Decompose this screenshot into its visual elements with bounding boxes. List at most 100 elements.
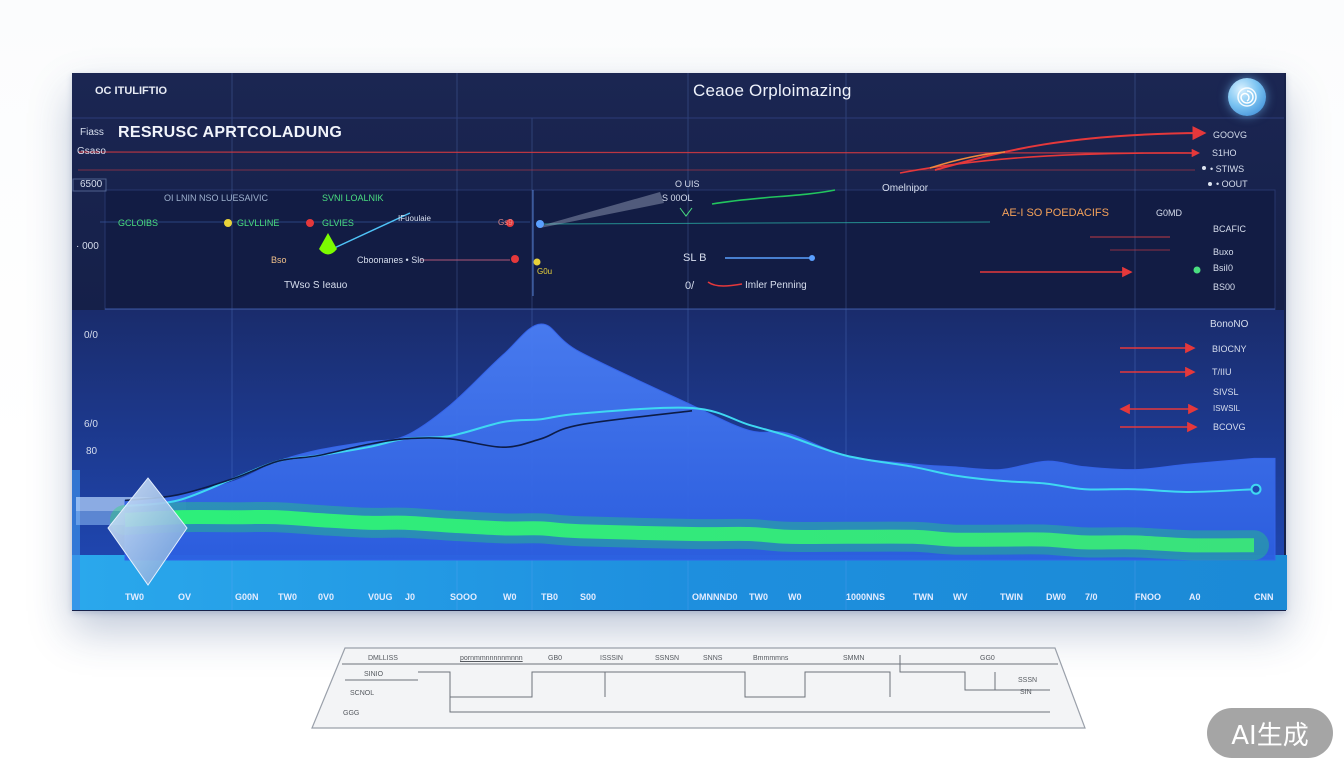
paper-line bbox=[418, 671, 891, 698]
paper-label: SSNSN bbox=[655, 655, 680, 662]
paper-label: GB0 bbox=[548, 655, 563, 662]
orange-suffix: G0MD bbox=[1156, 208, 1183, 218]
chart-series-layer bbox=[110, 323, 1276, 561]
right-label: T/IIU bbox=[1212, 367, 1232, 377]
paper-label: SNNS bbox=[703, 655, 723, 662]
blue-dot bbox=[809, 255, 815, 261]
bottom-strip bbox=[72, 555, 1287, 610]
area-series bbox=[124, 323, 1276, 561]
heading-tag: Fiass bbox=[80, 127, 104, 138]
swirl-icon bbox=[1237, 87, 1257, 107]
center-label: O UIS bbox=[675, 179, 700, 189]
paper-diagram-lines bbox=[342, 655, 1058, 713]
left-axis-label: Gsaso bbox=[77, 146, 106, 157]
right-label: BS00 bbox=[1213, 282, 1236, 292]
x-tick-label: TWIN bbox=[1000, 592, 1023, 602]
right-label: • STIWS bbox=[1210, 164, 1245, 174]
x-tick-label: TB0 bbox=[541, 592, 558, 602]
section-heading: RESRUSC APRTCOLADUNG bbox=[118, 124, 343, 141]
right-label: BsiI0 bbox=[1213, 263, 1234, 273]
x-tick-label: CNN bbox=[1254, 592, 1274, 602]
paper-line bbox=[899, 655, 1050, 691]
yellow-dot bbox=[224, 219, 232, 227]
legend-item: IFuoulaie bbox=[398, 214, 431, 223]
right-label: BCAFIC bbox=[1213, 224, 1247, 234]
x-tick-label: S00 bbox=[580, 592, 596, 602]
paper-label: SIN bbox=[1020, 689, 1032, 696]
left-axis-label: 6/0 bbox=[84, 419, 98, 430]
green-dot bbox=[1193, 266, 1201, 274]
x-tick-label: FNOO bbox=[1135, 592, 1161, 602]
paper-line bbox=[449, 697, 1050, 713]
round-app-button[interactable] bbox=[1228, 78, 1266, 116]
left-axis-label: · 000 bbox=[76, 241, 99, 252]
center-label: 0/ bbox=[685, 280, 695, 292]
paper-label: pornmmnnnnnmnnn bbox=[460, 655, 523, 662]
x-axis-ticks: TW0 OV G00N TW0 0V0 V0UG J0 SOOO W0 TB0 S00 OMNNND0… bbox=[125, 592, 1274, 602]
light-beam bbox=[540, 192, 664, 228]
center-label: S 00OL bbox=[662, 193, 693, 203]
row-label: Bso bbox=[271, 255, 287, 265]
brand-label: OC ITULIFTIO bbox=[95, 85, 168, 97]
paper-label: DMLLISS bbox=[368, 655, 398, 662]
x-tick-label: TW0 bbox=[278, 592, 297, 602]
right-label: BonoNO bbox=[1210, 319, 1249, 330]
x-tick-label: 1000NNS bbox=[846, 592, 885, 602]
callout-label: Omelnipor bbox=[882, 183, 929, 194]
paper-label: GG0 bbox=[980, 655, 995, 662]
x-tick-label: TW0 bbox=[125, 592, 144, 602]
legend-item: Gs9 bbox=[498, 218, 513, 227]
center-label: SL B bbox=[683, 252, 707, 264]
right-label: ISWSIL bbox=[1213, 404, 1241, 413]
red-dot bbox=[511, 255, 519, 263]
x-tick-label: TW0 bbox=[749, 592, 768, 602]
subheader-label: OI LNIN NSO LUESAIVIC bbox=[164, 193, 269, 203]
x-tick-label: 0V0 bbox=[318, 592, 334, 602]
x-tick-label: TWN bbox=[913, 592, 934, 602]
right-label: • OOUT bbox=[1216, 179, 1248, 189]
x-tick-label: SOOO bbox=[450, 592, 477, 602]
white-dot bbox=[1208, 182, 1212, 186]
x-tick-label: OMNNND0 bbox=[692, 592, 738, 602]
x-tick-label: 7/0 bbox=[1085, 592, 1098, 602]
red-dot bbox=[506, 219, 514, 227]
paper-label: SMMN bbox=[843, 655, 865, 662]
green-connector bbox=[711, 189, 836, 205]
right-label: BCOVG bbox=[1213, 422, 1246, 432]
center-label: Imler Penning bbox=[745, 280, 807, 291]
diamond-icon bbox=[107, 477, 188, 586]
right-label: GOOVG bbox=[1213, 130, 1248, 140]
legend-item: GLVLLINE bbox=[237, 218, 280, 228]
row-label: G0u bbox=[537, 267, 553, 276]
left-axis-label: 80 bbox=[86, 446, 98, 457]
paper-label: Bmmmmns bbox=[753, 655, 789, 662]
blue-dot bbox=[536, 220, 544, 228]
paper-label: ISSSIN bbox=[600, 655, 623, 662]
paper-label: SINIO bbox=[364, 671, 384, 678]
legend-item: GCLOIBS bbox=[118, 218, 159, 228]
ai-generated-watermark: AI生成 bbox=[1207, 708, 1333, 758]
right-label: S1HO bbox=[1212, 148, 1237, 158]
legend-item: GLVIES bbox=[322, 218, 354, 228]
teal-guide-line bbox=[539, 221, 991, 225]
series-end-point bbox=[1250, 483, 1262, 495]
green-band-series bbox=[124, 509, 1255, 553]
orange-label: AE-I SO POEDACIFS bbox=[1002, 207, 1109, 219]
yellow-dot bbox=[533, 258, 541, 266]
subheader-label: SVNI LOALNIK bbox=[322, 193, 384, 203]
line-series bbox=[124, 410, 693, 502]
x-tick-label: WV bbox=[953, 592, 968, 602]
page-title: Ceaoe Orploimazing bbox=[693, 81, 852, 100]
x-tick-label: W0 bbox=[503, 592, 517, 602]
left-axis-label: 6500 bbox=[80, 179, 103, 190]
paper-label: GGG bbox=[343, 710, 360, 717]
paper-sheet bbox=[311, 647, 1086, 729]
x-tick-label: J0 bbox=[405, 592, 415, 602]
red-dot bbox=[306, 219, 314, 227]
teardrop-icon bbox=[319, 233, 337, 255]
orange-trend-line bbox=[929, 151, 1006, 169]
left-edge-glow bbox=[72, 470, 80, 610]
row-label: TWso S Ieauo bbox=[284, 280, 348, 291]
paper-label: SCNOL bbox=[350, 690, 375, 697]
